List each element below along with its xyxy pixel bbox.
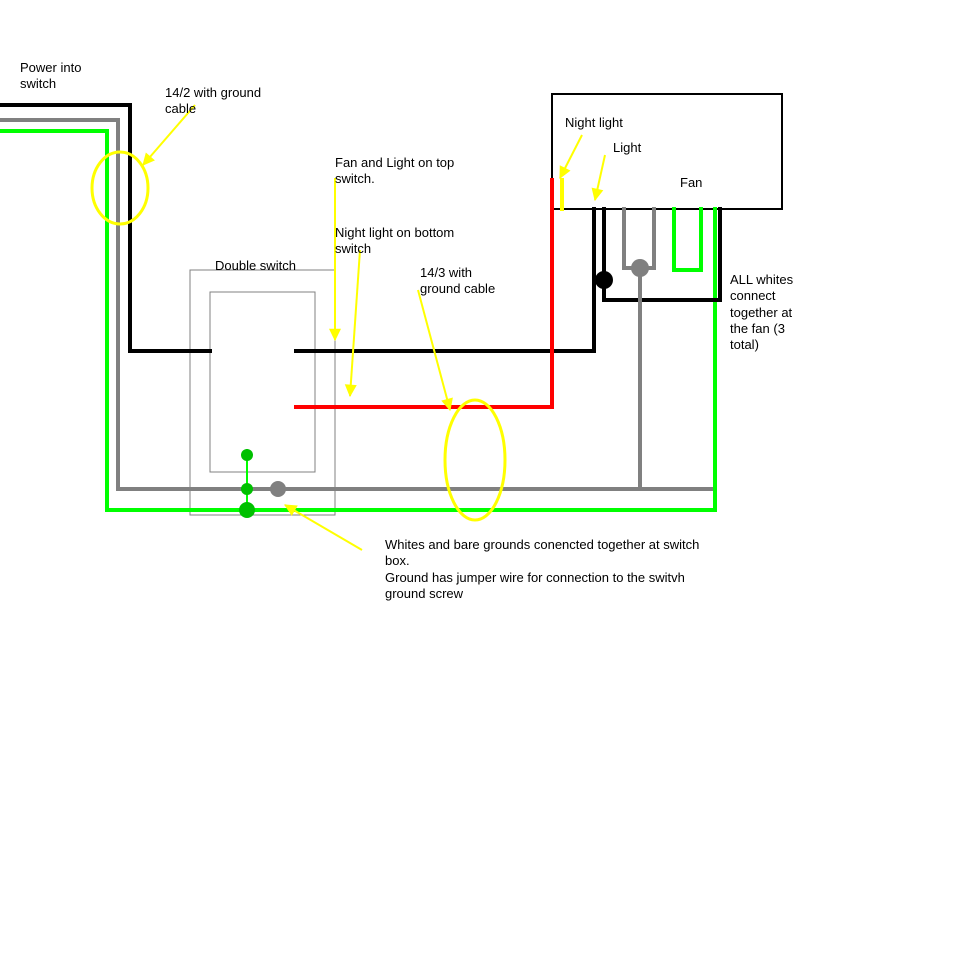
switch-outer-box <box>190 270 335 515</box>
diagram-svg <box>0 0 975 975</box>
diagram-canvas: Power intoswitch 14/2 with groundcable D… <box>0 0 975 975</box>
highlight-circle-143 <box>445 400 505 520</box>
label-143-cable: 14/3 withground cable <box>420 265 495 298</box>
label-whites-fan: ALL whitesconnecttogether atthe fan (3to… <box>730 272 793 353</box>
wire-fan-wire-green-inner <box>674 209 701 270</box>
junction-sw-green-top <box>241 449 253 461</box>
label-fan: Fan <box>680 175 702 191</box>
label-fan-light-top: Fan and Light on topswitch. <box>335 155 454 188</box>
label-power-into-switch: Power intoswitch <box>20 60 81 93</box>
junction-fan-gray-junction <box>631 259 649 277</box>
label-double-switch: Double switch <box>215 258 296 274</box>
junction-sw-green-mid <box>241 483 253 495</box>
wire-power-green <box>0 131 715 510</box>
junction-fan-black-junction <box>595 271 613 289</box>
arrow-head-arrow-night <box>560 166 570 178</box>
arrow-line-arrow-nightlight-sw <box>350 250 360 396</box>
label-light: Light <box>613 140 641 156</box>
label-night-light: Night light <box>565 115 623 131</box>
label-night-light-bottom: Night light on bottomswitch <box>335 225 454 258</box>
arrow-head-arrow-light <box>592 188 602 200</box>
fan-box <box>552 94 782 209</box>
junction-sw-gray-junction <box>270 481 286 497</box>
junction-sw-green-junction <box>239 502 255 518</box>
switch-inner-box <box>210 292 315 472</box>
label-switch-box-note: Whites and bare grounds conencted togeth… <box>385 537 699 602</box>
arrow-head-arrow-nightlight-sw <box>346 385 356 396</box>
arrow-head-arrow-fanlight <box>330 329 340 340</box>
label-142-cable: 14/2 with groundcable <box>165 85 261 118</box>
